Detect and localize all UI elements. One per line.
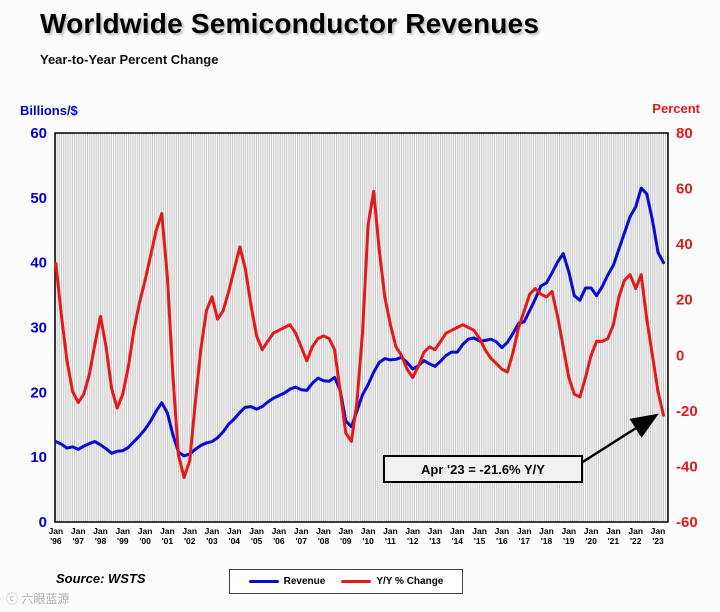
svg-text:-40: -40 (676, 458, 698, 475)
legend-label-yoy-change: Y/Y % Change (376, 576, 444, 587)
svg-text:10: 10 (30, 449, 47, 466)
svg-text:Jan: Jan (93, 526, 108, 536)
svg-text:Jan: Jan (651, 526, 666, 536)
svg-text:Jan: Jan (227, 526, 242, 536)
page-title: Worldwide Semiconductor Revenues (40, 8, 540, 39)
svg-text:'99: '99 (117, 536, 129, 546)
svg-text:Jan: Jan (606, 526, 621, 536)
legend-item-revenue: Revenue (248, 576, 326, 587)
svg-text:'06: '06 (273, 536, 285, 546)
annotation-text: Apr '23 = -21.6% Y/Y (421, 461, 545, 477)
svg-text:60: 60 (676, 181, 693, 198)
svg-text:0: 0 (676, 347, 684, 364)
svg-text:'04: '04 (229, 536, 241, 546)
svg-text:'01: '01 (162, 536, 174, 546)
svg-text:'21: '21 (608, 536, 620, 546)
left-axis-title: Billions/$ (20, 103, 78, 118)
svg-text:'20: '20 (585, 536, 597, 546)
watermark: ⓒ 六眼蓝源 (6, 592, 70, 606)
svg-text:60: 60 (30, 125, 47, 142)
svg-text:Jan: Jan (160, 526, 175, 536)
svg-text:'18: '18 (541, 536, 553, 546)
svg-text:'09: '09 (340, 536, 352, 546)
legend: Revenue Y/Y % Change (229, 569, 463, 594)
svg-text:'23: '23 (652, 536, 664, 546)
svg-text:Jan: Jan (450, 526, 465, 536)
svg-text:Jan: Jan (383, 526, 398, 536)
svg-text:0: 0 (39, 514, 47, 531)
svg-text:20: 20 (676, 292, 693, 309)
svg-text:'19: '19 (563, 536, 575, 546)
yoy-line-sample (341, 580, 372, 583)
svg-text:20: 20 (30, 384, 47, 401)
svg-text:'05: '05 (251, 536, 263, 546)
svg-text:Jan: Jan (561, 526, 576, 536)
legend-label-revenue: Revenue (283, 576, 326, 587)
svg-text:Jan: Jan (628, 526, 643, 536)
svg-text:Jan: Jan (249, 526, 264, 536)
svg-text:Jan: Jan (138, 526, 153, 536)
svg-text:Jan: Jan (405, 526, 420, 536)
svg-text:'14: '14 (452, 536, 464, 546)
svg-text:30: 30 (30, 320, 47, 337)
svg-text:'16: '16 (496, 536, 508, 546)
right-axis-title: Percent (652, 101, 700, 116)
svg-text:'97: '97 (72, 536, 84, 546)
svg-text:'98: '98 (95, 536, 107, 546)
svg-text:'10: '10 (362, 536, 374, 546)
svg-text:-60: -60 (676, 514, 698, 531)
svg-text:Jan: Jan (316, 526, 331, 536)
svg-text:Jan: Jan (115, 526, 130, 536)
svg-text:'07: '07 (295, 536, 307, 546)
annotation-callout: Apr '23 = -21.6% Y/Y (383, 455, 583, 483)
svg-text:'13: '13 (429, 536, 441, 546)
page-subtitle: Year-to-Year Percent Change (40, 52, 219, 67)
svg-text:Jan: Jan (472, 526, 487, 536)
svg-text:Jan: Jan (71, 526, 86, 536)
svg-text:Jan: Jan (584, 526, 599, 536)
svg-text:40: 40 (676, 236, 693, 253)
svg-text:Jan: Jan (49, 526, 64, 536)
svg-text:Jan: Jan (294, 526, 309, 536)
svg-text:'12: '12 (407, 536, 419, 546)
svg-text:Jan: Jan (272, 526, 287, 536)
svg-text:Jan: Jan (517, 526, 532, 536)
svg-text:Jan: Jan (182, 526, 197, 536)
revenue-line-sample (248, 580, 279, 583)
svg-text:Jan: Jan (495, 526, 510, 536)
svg-text:'17: '17 (518, 536, 530, 546)
svg-text:Jan: Jan (428, 526, 443, 536)
svg-text:'00: '00 (139, 536, 151, 546)
svg-text:-20: -20 (676, 403, 698, 420)
svg-text:'08: '08 (318, 536, 330, 546)
svg-text:80: 80 (676, 125, 693, 142)
svg-text:'15: '15 (474, 536, 486, 546)
svg-text:Jan: Jan (338, 526, 353, 536)
svg-text:'22: '22 (630, 536, 642, 546)
svg-text:'96: '96 (50, 536, 62, 546)
svg-text:Jan: Jan (361, 526, 376, 536)
svg-text:'11: '11 (385, 536, 396, 546)
svg-text:'03: '03 (206, 536, 218, 546)
svg-text:Jan: Jan (539, 526, 554, 536)
svg-text:Jan: Jan (205, 526, 220, 536)
legend-item-yoy-change: Y/Y % Change (341, 576, 443, 587)
svg-text:40: 40 (30, 255, 47, 272)
svg-text:'02: '02 (184, 536, 196, 546)
svg-text:50: 50 (30, 190, 47, 207)
source-note: Source: WSTS (56, 571, 146, 586)
